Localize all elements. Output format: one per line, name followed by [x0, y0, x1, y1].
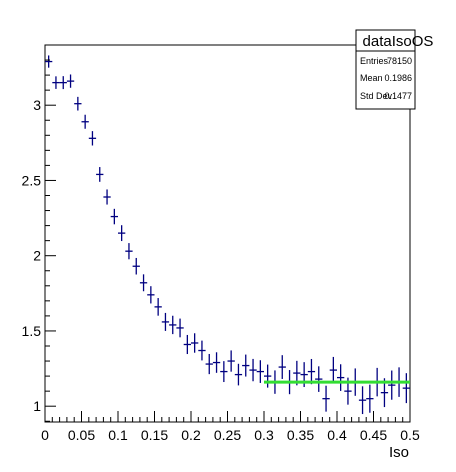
- stats-stddev-label: Std Dev: [360, 91, 393, 101]
- data-point: [176, 318, 184, 338]
- data-point: [402, 373, 410, 404]
- data-point: [234, 363, 243, 386]
- x-axis-label: Iso: [389, 444, 409, 461]
- x-tick-label: 0.3: [254, 427, 274, 443]
- data-point: [74, 96, 82, 111]
- stats-mean-label: Mean: [360, 73, 383, 83]
- y-tick-label: 1.5: [22, 323, 42, 339]
- stats-box: dataIsoOS Entries 78150 Mean 0.1986 Std …: [355, 29, 434, 110]
- x-tick-label: 0.4: [327, 427, 347, 443]
- data-point: [198, 340, 206, 361]
- stats-stddev-value: 0.1477: [384, 91, 412, 101]
- data-point: [161, 312, 170, 331]
- data-point: [264, 364, 272, 388]
- data-point: [191, 333, 199, 353]
- data-point: [227, 350, 235, 372]
- data-point: [388, 370, 396, 400]
- data-point: [307, 358, 316, 385]
- data-point: [132, 257, 140, 275]
- data-point: [66, 74, 75, 88]
- stats-box-title: dataIsoOS: [363, 33, 434, 50]
- data-point: [220, 361, 228, 383]
- data-point: [125, 243, 133, 260]
- data-point: [59, 76, 67, 90]
- data-point: [256, 360, 264, 383]
- data-point: [322, 385, 330, 412]
- y-tick-label: 2: [33, 248, 41, 264]
- data-point: [88, 131, 97, 146]
- data-point: [329, 356, 337, 384]
- data-point: [52, 76, 60, 89]
- data-point: [315, 366, 323, 392]
- data-point: [242, 354, 250, 377]
- data-point: [212, 352, 221, 373]
- stats-entries-label: Entries: [360, 56, 389, 66]
- plot-frame: [44, 44, 411, 423]
- stats-mean-value: 0.1986: [384, 73, 412, 83]
- data-point: [81, 114, 89, 129]
- x-tick-label: 0.1: [108, 427, 128, 443]
- data-point: [249, 358, 257, 382]
- data-point: [154, 298, 162, 316]
- data-point: [147, 286, 155, 304]
- y-tick-label: 3: [33, 97, 41, 113]
- x-tick-label: 0.45: [360, 427, 387, 443]
- x-tick-label: 0.35: [287, 427, 314, 443]
- data-point: [45, 55, 53, 68]
- axes: 0 0.05 0.1 0.15 0.2 0.25 0.3 0.35 0.4 0.45 0.5 1 1.5…: [22, 59, 420, 443]
- y-tick-label: 1: [33, 398, 41, 414]
- data-point: [169, 315, 177, 335]
- data-point: [103, 189, 111, 205]
- data-point: [278, 355, 286, 379]
- data-point: [358, 386, 367, 415]
- x-tick-label: 0.25: [214, 427, 241, 443]
- data-point: [366, 384, 374, 413]
- x-tick-label: 0: [41, 427, 49, 443]
- stats-box-frame: [355, 29, 416, 110]
- data-point: [96, 167, 104, 182]
- x-tick-label: 0.2: [181, 427, 201, 443]
- x-tick-label: 0.05: [68, 427, 95, 443]
- x-tick-label: 0.15: [141, 427, 168, 443]
- data-point: [139, 274, 148, 292]
- data-marks: [45, 55, 410, 415]
- data-point: [118, 225, 126, 242]
- y-tick-label: 2.5: [22, 172, 42, 188]
- stats-entries-value: 78150: [387, 56, 412, 66]
- data-point: [337, 364, 345, 391]
- x-tick-label: 0.5: [400, 427, 420, 443]
- data-point: [205, 353, 213, 375]
- data-point: [110, 208, 118, 225]
- data-point: [183, 334, 191, 355]
